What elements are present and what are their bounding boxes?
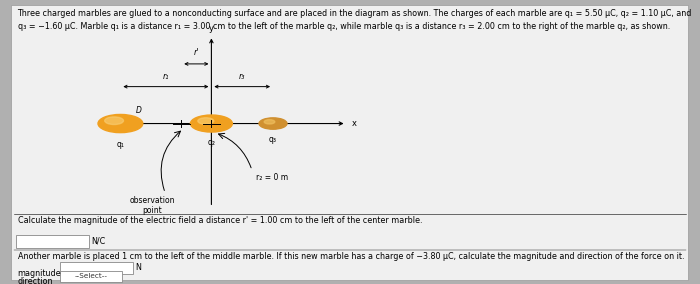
Text: q₂: q₂	[207, 138, 216, 147]
Text: r₁: r₁	[162, 72, 169, 81]
Circle shape	[105, 117, 123, 124]
Text: x: x	[352, 119, 357, 128]
Text: q₃ = −1.60 μC. Marble q₁ is a distance r₁ = 3.00 cm to the left of the marble q₂: q₃ = −1.60 μC. Marble q₁ is a distance r…	[18, 22, 670, 31]
Text: q₃: q₃	[269, 135, 277, 144]
Text: r₂ = 0 m: r₂ = 0 m	[256, 173, 288, 182]
Text: --Select--: --Select--	[74, 273, 108, 279]
Text: r₃: r₃	[239, 72, 246, 81]
FancyBboxPatch shape	[60, 271, 122, 282]
Text: magnitude: magnitude	[18, 269, 61, 278]
Text: r': r'	[194, 48, 199, 57]
Text: N/C: N/C	[91, 236, 105, 245]
Circle shape	[198, 118, 214, 124]
Text: y: y	[209, 24, 214, 33]
Text: q₁: q₁	[116, 140, 125, 149]
Text: Three charged marbles are glued to a nonconducting surface and are placed in the: Three charged marbles are glued to a non…	[18, 9, 692, 18]
FancyBboxPatch shape	[16, 235, 89, 248]
FancyBboxPatch shape	[10, 5, 688, 280]
Circle shape	[259, 118, 287, 129]
Text: D: D	[136, 106, 141, 115]
Text: direction: direction	[18, 277, 53, 284]
Text: N: N	[135, 263, 141, 272]
Text: observation
point: observation point	[130, 196, 175, 215]
Circle shape	[190, 115, 232, 132]
Circle shape	[264, 120, 275, 124]
FancyBboxPatch shape	[60, 262, 133, 274]
Circle shape	[98, 114, 143, 133]
Text: Calculate the magnitude of the electric field a distance r' = 1.00 cm to the lef: Calculate the magnitude of the electric …	[18, 216, 422, 225]
Text: Another marble is placed 1 cm to the left of the middle marble. If this new marb: Another marble is placed 1 cm to the lef…	[18, 252, 684, 261]
